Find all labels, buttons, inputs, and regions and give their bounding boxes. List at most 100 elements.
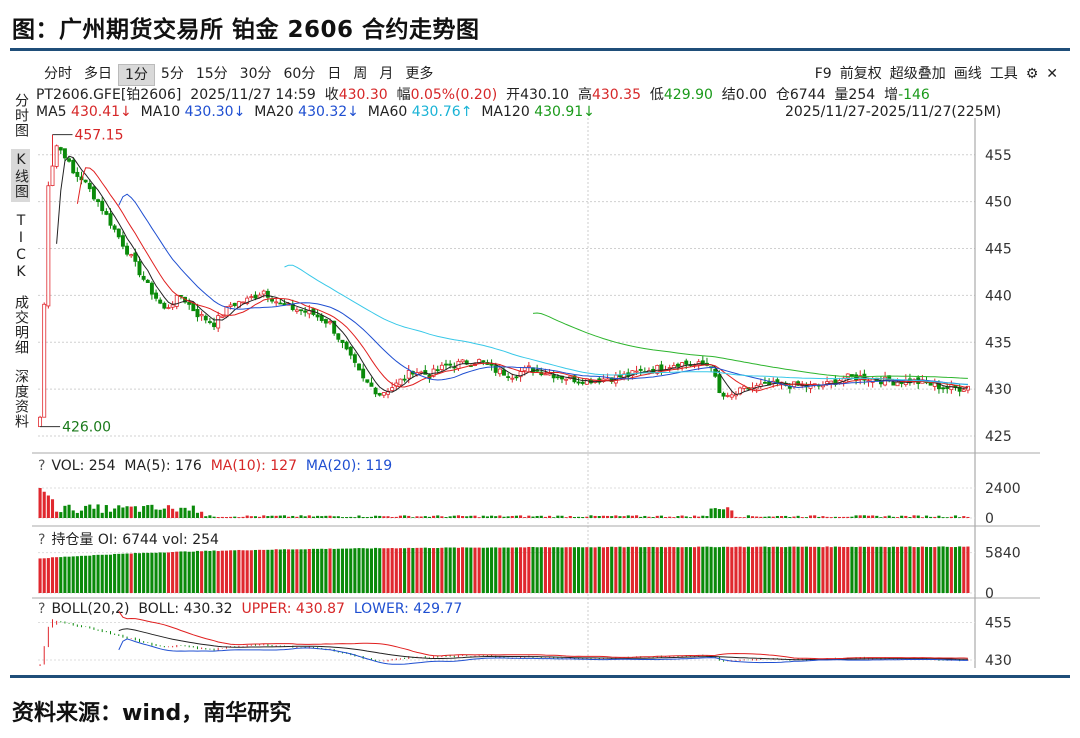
candle-body [597, 378, 602, 383]
vol-bar [858, 515, 862, 518]
candle-body [750, 387, 755, 391]
vol-bar [920, 517, 924, 518]
candle-body [796, 381, 801, 386]
candle-body [336, 333, 341, 340]
boll-upper-line [118, 611, 968, 660]
oi-bar [71, 556, 75, 593]
oi-bar [721, 546, 726, 593]
period-tab-7[interactable]: 日 [327, 66, 342, 82]
vol-bar [945, 517, 949, 518]
sidebar-tab-1[interactable]: K线图 [11, 149, 30, 202]
oi-bar [630, 546, 634, 593]
candle-body [647, 370, 651, 374]
oi-bar [858, 546, 862, 593]
period-tab-8[interactable]: 周 [353, 66, 368, 82]
vol-bar [788, 517, 792, 518]
figure-title: 图：广州期货交易所 铂金 2606 合约走势图 [12, 17, 480, 43]
candle-body [79, 176, 84, 181]
period-tab-9[interactable]: 月 [379, 66, 394, 82]
candle-body [837, 380, 842, 384]
vol-bar [378, 515, 382, 518]
oi-bar [386, 548, 390, 593]
sidebar-tab-0[interactable]: 分时图 [13, 93, 29, 138]
oi-bar [784, 547, 788, 593]
candle-body [183, 296, 188, 303]
oi-bar [929, 547, 933, 593]
period-tab-0[interactable]: 分时 [44, 66, 72, 82]
period-tab-1[interactable]: 多日 [84, 66, 112, 82]
vol-bar [560, 515, 564, 518]
oi-bar [949, 547, 953, 593]
sidebar-tab-3[interactable]: 成交明细 [13, 295, 29, 355]
sidebar-tab-4[interactable]: 深度资料 [13, 369, 29, 429]
period-tab-10[interactable]: 更多 [405, 66, 434, 82]
vol-bar [842, 516, 846, 518]
tool-button-0[interactable]: F9 [814, 66, 832, 82]
vol-bar [50, 499, 55, 518]
candle-body [361, 368, 366, 379]
oi-bar [403, 548, 407, 593]
oi-bar [829, 547, 833, 593]
boll-help-icon[interactable]: ? [38, 601, 46, 617]
candle-body [514, 376, 519, 379]
vol-bar [589, 515, 593, 518]
ma20-line [118, 193, 968, 389]
candle-body [771, 380, 776, 384]
vol-bar [444, 517, 448, 518]
vol-bar [755, 516, 759, 518]
period-tab-6[interactable]: 60分 [283, 66, 316, 82]
period-toolbar: 分时 多日 1分 5分 15分 30分 60分日周月更多 [38, 64, 439, 86]
vol-bar [941, 517, 945, 518]
vol-bar [531, 516, 535, 518]
oi-bar [129, 553, 133, 593]
vol-help-icon[interactable]: ? [38, 458, 46, 474]
vol-bar [958, 517, 962, 518]
candle-body [444, 363, 448, 366]
tool-button-4[interactable]: 工具 [989, 66, 1018, 82]
period-tab-5[interactable]: 30分 [239, 66, 272, 82]
period-tab-2[interactable]: 1分 [118, 64, 155, 86]
tool-button-1[interactable]: 前复权 [839, 66, 882, 82]
oi-bar [585, 547, 589, 593]
tool-button-3[interactable]: 画线 [953, 66, 982, 82]
candle-body [319, 315, 324, 321]
bottom-rule [10, 675, 1070, 678]
vol-bar [746, 515, 750, 518]
sidebar-tab-2[interactable]: TICK [13, 213, 29, 281]
vol-bar [937, 515, 941, 518]
vol-bar [949, 516, 953, 518]
boll-lower-label: LOWER: 429.77 [353, 601, 463, 617]
period-tab-4[interactable]: 15分 [195, 66, 228, 82]
candle-body [820, 384, 825, 388]
vol-bar [332, 516, 336, 518]
vol-bar [593, 515, 597, 518]
close-icon[interactable]: ✕ [1046, 66, 1058, 82]
vol-bar [374, 515, 378, 518]
vol-bar [647, 516, 651, 518]
oi-bar [361, 548, 365, 593]
settings-icon[interactable]: ⚙ [1025, 66, 1039, 82]
close-value: 430.30 [338, 87, 388, 103]
candle-body [365, 379, 370, 383]
period-tab-3[interactable]: 5分 [160, 66, 184, 82]
candle-body [452, 366, 457, 369]
oi-bar [763, 546, 767, 593]
candle-body [307, 310, 312, 315]
oi-bar [469, 547, 473, 593]
vol-bar [610, 516, 614, 518]
vol-bar [42, 491, 46, 518]
tool-button-2[interactable]: 超级叠加 [889, 66, 946, 82]
vol-bar [55, 511, 59, 518]
candle-body [924, 381, 929, 384]
candle-body [212, 322, 216, 328]
vol-bar [357, 515, 361, 518]
candle-body [473, 363, 477, 366]
oi-bar [146, 552, 150, 593]
oi-bar [171, 552, 175, 593]
oi-bar [639, 547, 643, 593]
vol-bar [485, 516, 489, 518]
candle-body [290, 303, 295, 310]
price-chart-svg[interactable]: 425 430 435 440 445 450 455 457.15 426.00 0 2400 0 5… [10, 56, 1070, 673]
oi-bar [179, 551, 183, 593]
oi-help-icon[interactable]: ? [38, 532, 46, 548]
